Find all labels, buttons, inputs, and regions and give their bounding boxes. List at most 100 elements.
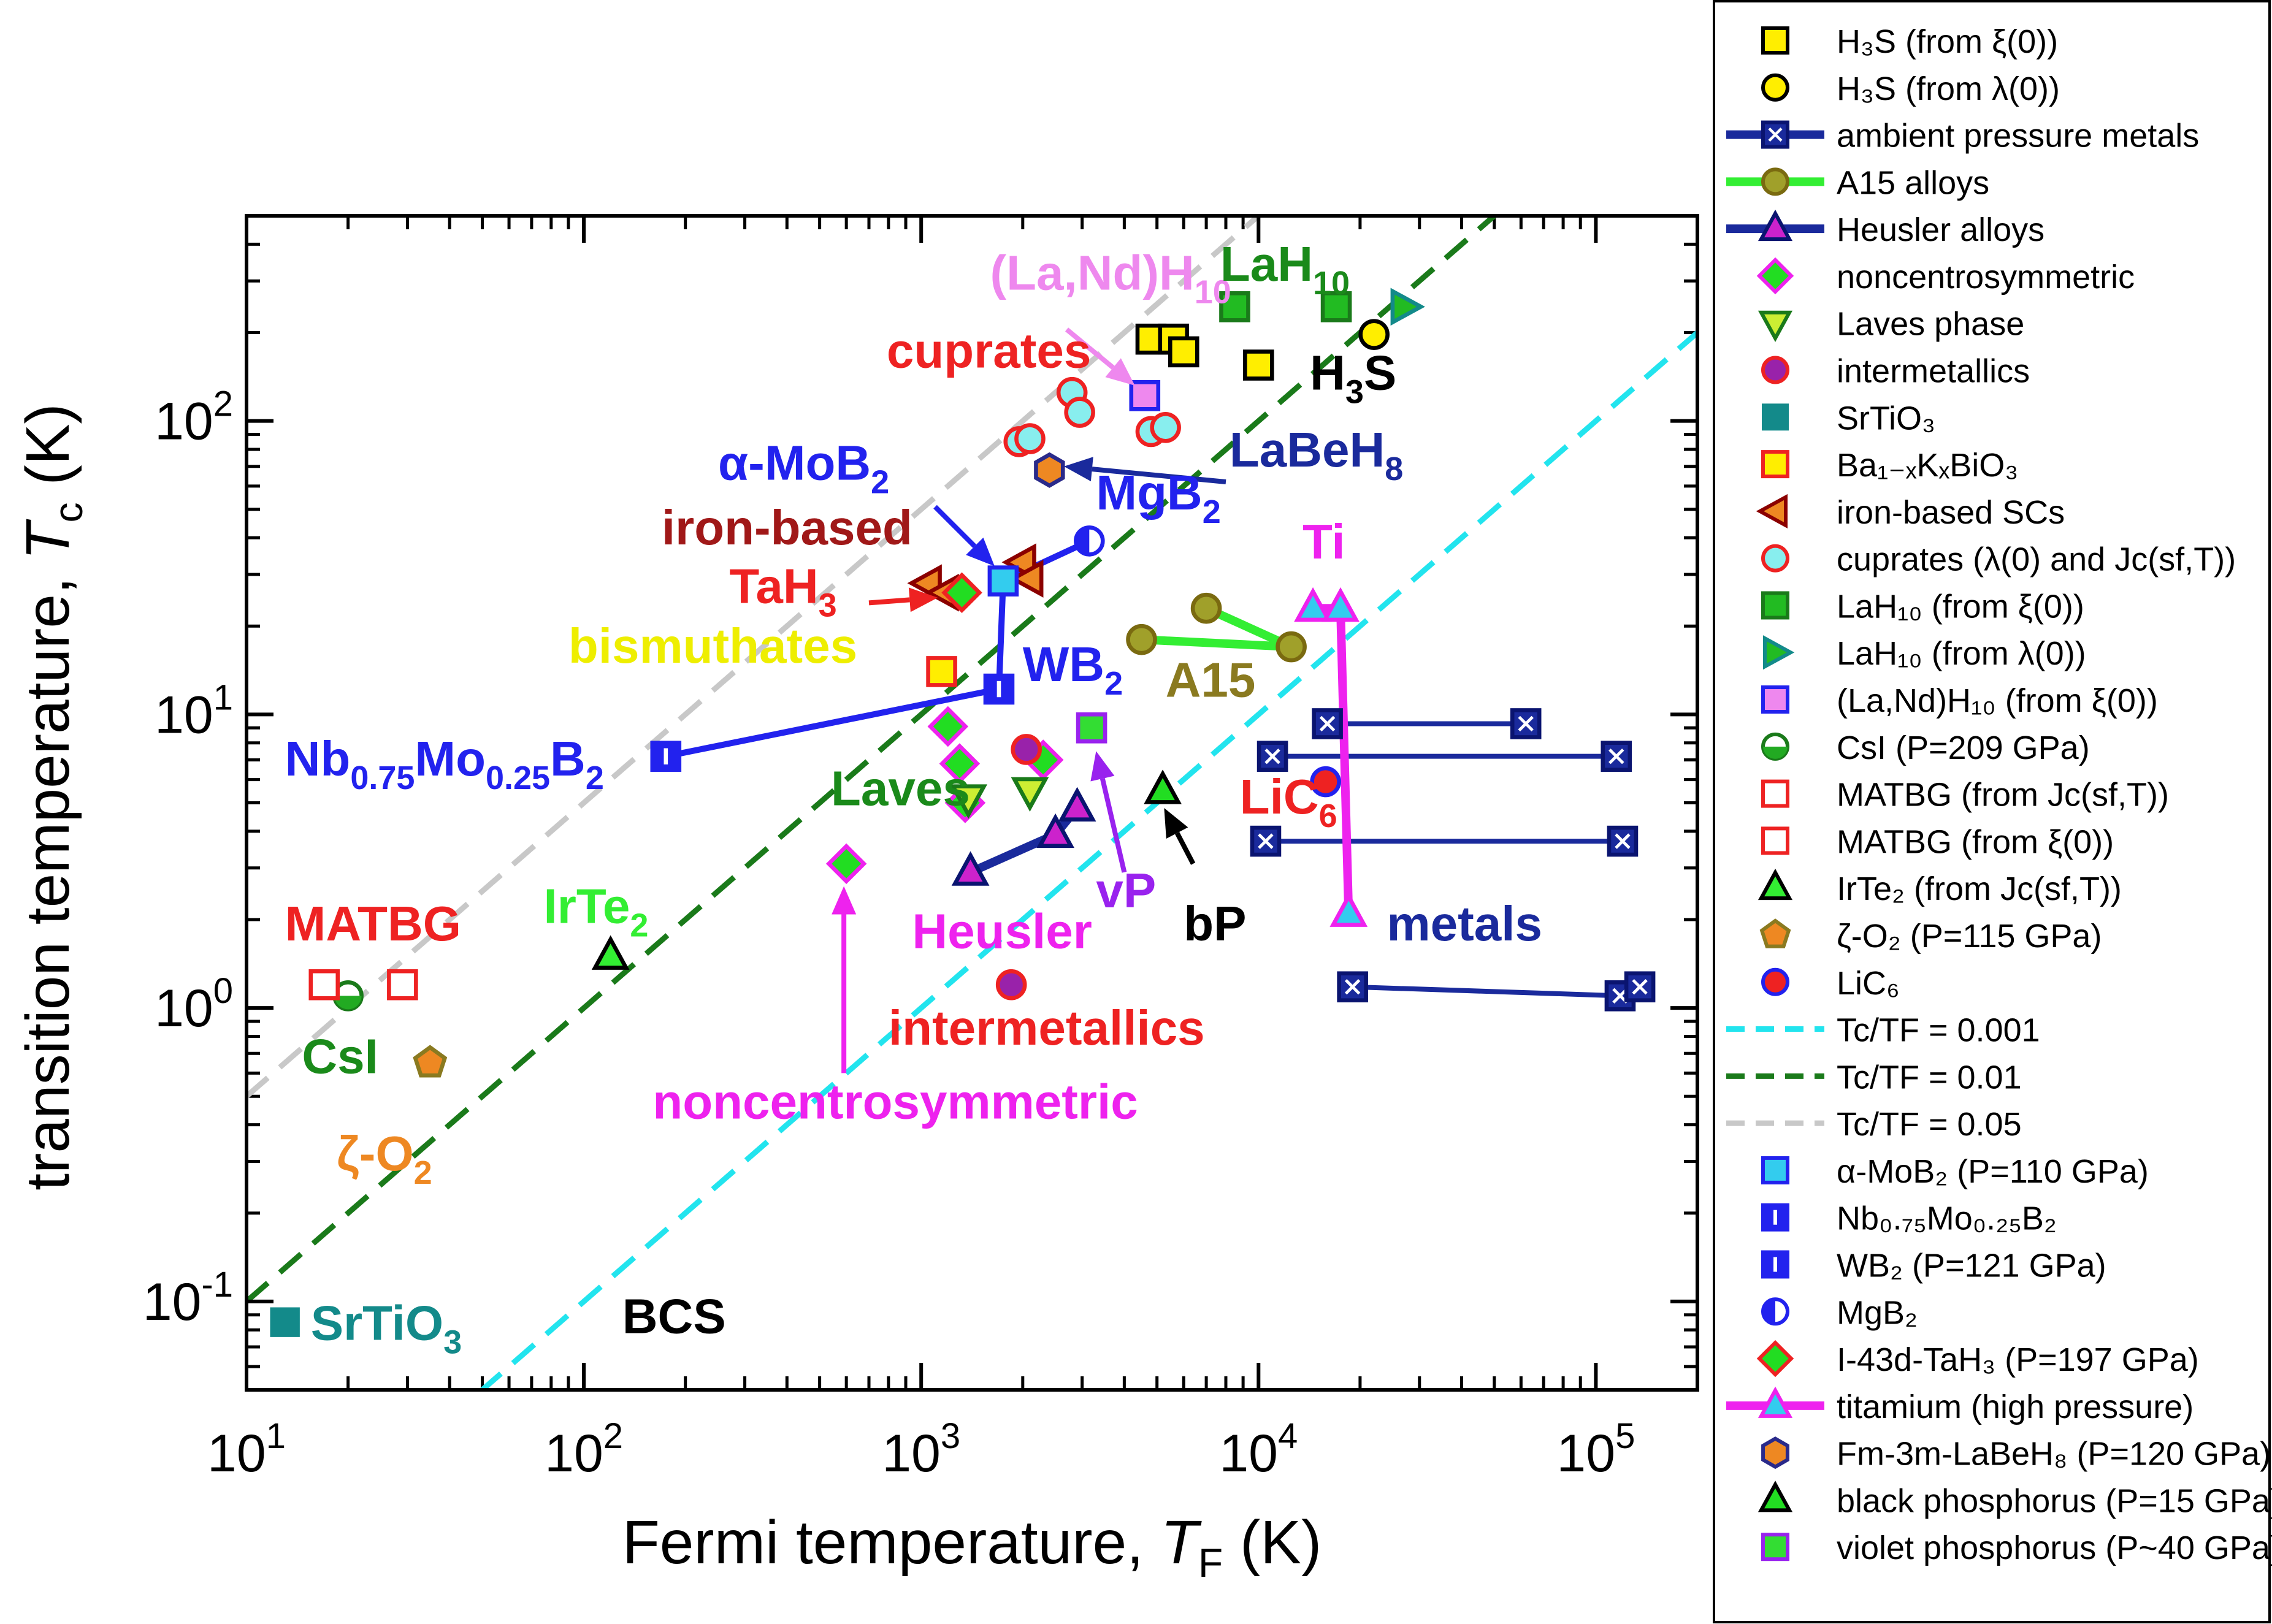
data-point-lic6-shape: [1310, 766, 1341, 798]
lab-lanh-part: (La,Nd)H: [990, 246, 1194, 300]
x-tick-exp: 2: [603, 1416, 623, 1456]
legend-label: iron-based SCs: [1837, 494, 2065, 531]
legend-marker-shape: [1761, 591, 1789, 620]
lab-ti-part: Ti: [1302, 514, 1345, 569]
lab-h3s-part: S: [1364, 345, 1396, 400]
legend-label: noncentrosymmetric: [1837, 259, 2135, 295]
data-point-intermetallics: [995, 969, 1027, 1001]
legend-entry: IrTe₂ (from Jc(sf,T)): [1758, 868, 2122, 907]
lab-labeh-sub: 8: [1385, 451, 1403, 487]
legend-entry: MgB₂: [1761, 1294, 1918, 1331]
ref-line-ratio-0-05: [247, 216, 1263, 1099]
legend-marker-shape: [1761, 26, 1789, 55]
ref-line-ratio-0-001: [478, 330, 1697, 1390]
legend-entry: violet phosphorus (P~40 GPa): [1761, 1530, 2272, 1566]
lab-mgb: MgB2: [1096, 465, 1220, 530]
legend: H₃S (from ξ(0)) H₃S (from λ(0)) ambient pr…: [1726, 23, 2272, 1566]
legend-label: violet phosphorus (P~40 GPa): [1837, 1530, 2272, 1566]
data-point-iron-based-shape: [1009, 560, 1044, 598]
data-point-iron-based: [1009, 560, 1044, 598]
legend-entry: MATBG (from ξ(0)): [1761, 823, 2114, 860]
legend-entry: WB₂ (P=121 GPa): [1761, 1247, 2106, 1284]
legend-marker-cross: [1768, 128, 1783, 142]
legend-entry: Tc/TF = 0.05: [1726, 1106, 2022, 1143]
legend-label: ζ-O₂ (P=115 GPa): [1837, 918, 2102, 955]
data-point-ambient-metals: [1601, 741, 1632, 772]
legend-marker-shape: [1758, 209, 1793, 242]
data-point-noncentrosymmetric: [927, 706, 969, 747]
data-point-matbg-jc: [308, 969, 340, 1001]
data-point-titanium-shape: [1322, 587, 1360, 622]
lab-wb-sub: 2: [1104, 665, 1123, 702]
legend-entry: Nb₀.₇₅Mo₀.₂₅B₂: [1761, 1200, 2057, 1237]
arr-vp-shaft: [1100, 778, 1127, 873]
data-point-heusler-shape: [1058, 787, 1096, 822]
legend-label: Tc/TF = 0.05: [1837, 1106, 2022, 1143]
data-point-srtio3-shape: [270, 1307, 300, 1337]
lab-lanh: (La,Nd)H10: [990, 246, 1231, 311]
data-point-lah10-xi: [1320, 291, 1352, 322]
data-point-ambient-metals: [1250, 825, 1282, 857]
ref-line-ratio-0-01: [247, 216, 1499, 1304]
lab-o2-part: ζ-O: [337, 1126, 414, 1181]
legend-marker: [1758, 1481, 1793, 1512]
lab-metals: metals: [1387, 896, 1542, 951]
lab-wb: WB2: [1023, 637, 1123, 702]
legend-label: titamium (high pressure): [1837, 1389, 2194, 1425]
y-tick-exp: 2: [213, 384, 233, 424]
legend-entry: iron-based SCs: [1756, 494, 2065, 531]
lab-matbg: MATBG: [285, 896, 461, 951]
data-point-tah3-shape: [941, 572, 982, 613]
arr-amob-shaft: [933, 505, 977, 548]
lab-cuprates-part: cuprates: [887, 324, 1091, 378]
arr-tah-head: [908, 587, 938, 612]
data-point-lah10-xi: [1219, 291, 1250, 322]
lab-csi-part: CsI: [302, 1029, 378, 1083]
lab-matbg-part: MATBG: [285, 896, 461, 951]
lab-labeh-part: LaBeH: [1230, 422, 1385, 477]
data-point-heusler-shape: [951, 851, 990, 886]
legend-marker-shape: [1761, 826, 1789, 855]
lab-amob-part: α-MoB: [718, 436, 871, 490]
legend-label: MgB₂: [1837, 1294, 1918, 1331]
x-tick-exp: 4: [1278, 1416, 1298, 1456]
arr-bp-head: [1164, 807, 1188, 839]
x-tick-base: 10: [207, 1424, 266, 1483]
legend-marker: [1761, 450, 1789, 479]
legend-marker-shape: [1756, 494, 1788, 528]
legend-label: intermetallics: [1837, 353, 2030, 390]
lab-srt-sub: 3: [443, 1324, 462, 1360]
data-point-srtio3: [270, 1307, 300, 1337]
arr-tah-shaft: [868, 597, 910, 606]
legend-marker-shape: [1761, 167, 1789, 196]
legend-label: Ba₁₋ₓKₓBiO₃: [1837, 447, 2018, 484]
legend-entry: Heusler alloys: [1726, 209, 2044, 248]
lab-o2: ζ-O2: [337, 1126, 432, 1191]
data-point-matbg-xi-shape: [387, 969, 418, 1001]
data-point-landh10-shape: [1129, 379, 1161, 411]
lab-lah-sub: 10: [1313, 265, 1350, 302]
lab-nc: noncentrosymmetric: [652, 1075, 1138, 1129]
lab-h3s-sub: 3: [1345, 373, 1364, 410]
lab-vp: vP: [1096, 863, 1156, 918]
y-tick-base: 10: [155, 392, 213, 451]
data-point-a15: [1190, 592, 1222, 624]
x-tick-base: 10: [545, 1424, 603, 1483]
data-point-ambient-metals-cross: [1608, 748, 1624, 764]
lab-a15-part: A15: [1166, 652, 1256, 707]
lab-lic-part: LiC: [1240, 769, 1319, 824]
legend-marker: [1756, 1340, 1794, 1378]
data-point-cuprates-shape: [1064, 397, 1095, 428]
lab-laves-part: Laves: [831, 761, 970, 816]
arr-lanh-shaft: [1065, 327, 1115, 370]
lab-lah: LaH10: [1220, 237, 1350, 302]
legend-entry: α-MoB₂ (P=110 GPa): [1761, 1153, 2149, 1190]
data-point-lah10-lambda: [1390, 288, 1425, 326]
data-point-alpha-mob2: [987, 565, 1019, 597]
legend-label: ambient pressure metals: [1837, 118, 2199, 154]
legend-entry: black phosphorus (P=15 GPa): [1758, 1481, 2272, 1519]
legend-label: black phosphorus (P=15 GPa): [1837, 1482, 2272, 1519]
data-point-zeta-o2-shape: [413, 1045, 448, 1078]
legend-marker: [1761, 685, 1789, 714]
